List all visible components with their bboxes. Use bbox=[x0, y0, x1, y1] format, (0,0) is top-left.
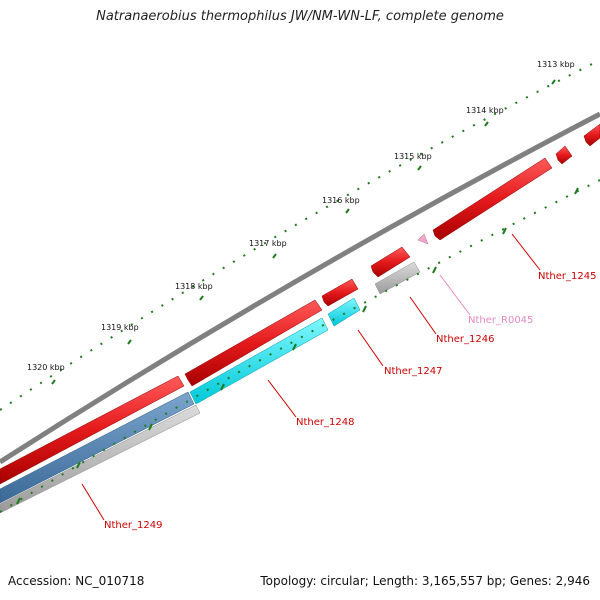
major-tick bbox=[16, 497, 21, 505]
major-tick bbox=[417, 165, 422, 171]
tick-label-1316: 1316 kbp bbox=[322, 196, 360, 205]
major-tick bbox=[51, 379, 56, 385]
tick-label-1315: 1315 kbp bbox=[394, 152, 432, 161]
kbp-labels: 1313 kbp 1314 kbp 1315 kbp 1316 kbp 1317… bbox=[27, 60, 575, 372]
leader-1245 bbox=[511, 233, 541, 271]
tick-label-1318: 1318 kbp bbox=[175, 282, 213, 291]
major-tick bbox=[292, 343, 297, 351]
gene-arrow-1247 bbox=[321, 278, 359, 307]
gene-label-1245: Nther_1245 bbox=[538, 271, 596, 282]
gene-arrow-1249 bbox=[0, 375, 185, 485]
map-title: Natranaerobius thermophilus JW/NM-WN-LF,… bbox=[96, 9, 504, 24]
forward-strand-genes bbox=[0, 123, 600, 485]
leader-1247 bbox=[357, 329, 384, 367]
outer-major-ticks bbox=[51, 79, 556, 385]
major-tick bbox=[484, 121, 489, 127]
major-tick bbox=[148, 423, 153, 431]
tick-label-1320: 1320 kbp bbox=[27, 363, 65, 372]
major-tick bbox=[502, 227, 507, 235]
major-tick bbox=[127, 339, 132, 345]
gene-label-1249: Nther_1249 bbox=[104, 520, 162, 531]
leader-R0045 bbox=[439, 274, 471, 316]
leader-1248 bbox=[267, 379, 297, 418]
major-tick bbox=[362, 305, 367, 313]
genome-backbone bbox=[0, 111, 600, 465]
tick-label-1314: 1314 kbp bbox=[466, 106, 504, 115]
leader-1246 bbox=[409, 296, 437, 335]
major-tick bbox=[199, 295, 204, 301]
gene-labels: Nther_1245 Nther_R0045 Nther_1246 Nther_… bbox=[104, 271, 596, 531]
major-tick bbox=[220, 383, 225, 391]
tick-label-1317: 1317 kbp bbox=[249, 239, 287, 248]
gray-block-1246 bbox=[374, 261, 421, 295]
leader-1249 bbox=[81, 483, 105, 521]
gene-arrow-1246 bbox=[370, 246, 411, 278]
inner-major-ticks bbox=[16, 187, 579, 505]
steel-track-1249 bbox=[0, 391, 195, 504]
gene-arrow-b bbox=[583, 123, 600, 147]
rna-marker-R0045 bbox=[417, 233, 429, 245]
gray-block-1249 bbox=[0, 404, 201, 514]
major-tick bbox=[574, 187, 579, 195]
major-tick bbox=[432, 266, 437, 274]
gene-label-R0045: Nther_R0045 bbox=[468, 315, 533, 326]
accession-text: Accession: NC_010718 bbox=[8, 574, 145, 588]
major-tick bbox=[272, 253, 277, 259]
genome-summary: Topology: circular; Length: 3,165,557 bp… bbox=[260, 574, 590, 588]
leader-lines bbox=[81, 233, 541, 521]
cds-block-1248 bbox=[189, 317, 329, 405]
gene-label-1248: Nther_1248 bbox=[296, 417, 354, 428]
cds-block-1247 bbox=[327, 297, 361, 327]
major-tick bbox=[76, 461, 81, 469]
gray-track bbox=[0, 261, 421, 514]
outer-ruler-dots bbox=[0, 59, 600, 411]
tick-label-1313: 1313 kbp bbox=[537, 60, 575, 69]
gene-label-1247: Nther_1247 bbox=[384, 366, 442, 377]
major-tick bbox=[551, 79, 556, 85]
cds-track bbox=[189, 297, 361, 405]
gene-arrow-1245 bbox=[432, 157, 553, 241]
tick-label-1319: 1319 kbp bbox=[101, 323, 139, 332]
gene-label-1246: Nther_1246 bbox=[436, 334, 494, 345]
gene-arrow-a bbox=[555, 145, 573, 165]
gene-arrow-1248 bbox=[184, 299, 323, 387]
major-tick bbox=[345, 208, 350, 214]
